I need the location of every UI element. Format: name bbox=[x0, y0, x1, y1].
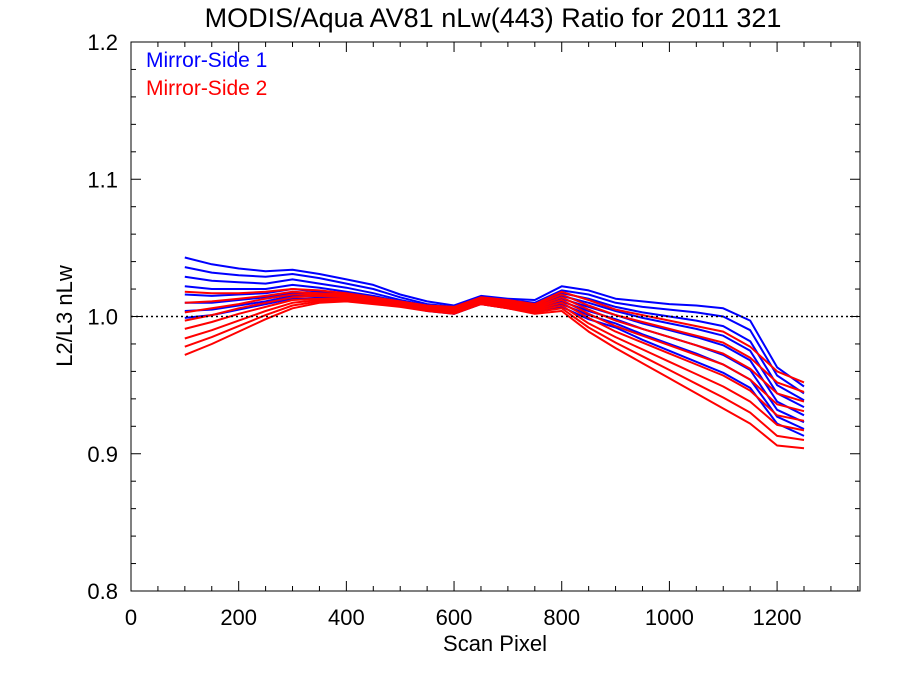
tick-labels: 0 200 400 600 800 1000 1200 0.8 0.9 1.0 1.1 1.2 bbox=[87, 30, 801, 630]
plot-frame bbox=[130, 41, 861, 592]
x-tick-label: 1200 bbox=[753, 605, 802, 630]
x-tick-label: 600 bbox=[436, 605, 473, 630]
y-tick-label: 1.2 bbox=[87, 30, 118, 55]
series-line-13 bbox=[184, 297, 805, 422]
series-line-11 bbox=[184, 293, 805, 403]
y-axis-title: L2/L3 nLw bbox=[52, 265, 77, 367]
series-line-14 bbox=[184, 299, 805, 432]
series-layer bbox=[184, 256, 805, 450]
y-tick-label: 1.1 bbox=[87, 167, 118, 192]
x-tick-label: 800 bbox=[543, 605, 580, 630]
x-tick-label: 0 bbox=[125, 605, 137, 630]
legend-entry-mirror-side-2: Mirror-Side 2 bbox=[146, 77, 267, 100]
series-line-10 bbox=[184, 290, 805, 393]
y-tick-label: 0.9 bbox=[87, 442, 118, 467]
x-axis-title: Scan Pixel bbox=[443, 631, 547, 656]
y-tick-label: 0.8 bbox=[87, 579, 118, 604]
series-line-1 bbox=[184, 256, 805, 388]
series-line-9 bbox=[184, 288, 805, 384]
series-line-16 bbox=[184, 300, 805, 450]
legend: Mirror-Side 1 Mirror-Side 2 bbox=[146, 49, 267, 100]
chart-title: MODIS/Aqua AV81 nLw(443) Ratio for 2011 … bbox=[205, 3, 782, 33]
legend-entry-mirror-side-1: Mirror-Side 1 bbox=[146, 49, 267, 72]
x-tick-label: 200 bbox=[220, 605, 257, 630]
x-tick-label: 400 bbox=[328, 605, 365, 630]
axis-ticks bbox=[130, 41, 860, 592]
y-tick-label: 1.0 bbox=[87, 305, 118, 330]
x-tick-label: 1000 bbox=[645, 605, 694, 630]
